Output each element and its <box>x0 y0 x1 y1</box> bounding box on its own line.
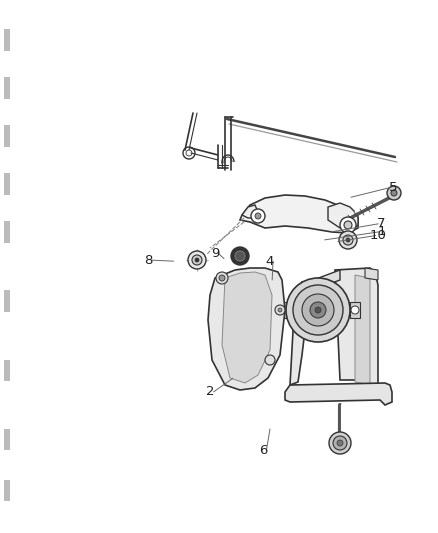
Circle shape <box>219 275 225 281</box>
Circle shape <box>343 221 351 229</box>
Text: 6: 6 <box>258 444 267 457</box>
Polygon shape <box>364 268 377 280</box>
Text: 9: 9 <box>210 247 219 260</box>
Circle shape <box>342 235 352 245</box>
Circle shape <box>265 355 274 365</box>
Polygon shape <box>290 282 307 385</box>
Circle shape <box>215 272 227 284</box>
Circle shape <box>336 440 342 446</box>
Circle shape <box>332 436 346 450</box>
Circle shape <box>309 302 325 318</box>
Circle shape <box>254 213 261 219</box>
Bar <box>4 173 10 195</box>
Circle shape <box>191 255 201 265</box>
Polygon shape <box>327 203 357 230</box>
Text: 2: 2 <box>206 385 215 398</box>
Circle shape <box>292 285 342 335</box>
Polygon shape <box>222 272 272 383</box>
Bar <box>4 125 10 147</box>
Text: 10: 10 <box>369 229 386 242</box>
Circle shape <box>251 209 265 223</box>
Circle shape <box>187 251 205 269</box>
Bar <box>4 77 10 99</box>
Polygon shape <box>284 383 391 405</box>
Text: 5: 5 <box>388 181 396 194</box>
Text: 8: 8 <box>144 254 152 266</box>
Circle shape <box>301 294 333 326</box>
Circle shape <box>339 217 355 233</box>
Bar <box>4 290 10 312</box>
Text: 1: 1 <box>377 225 385 238</box>
Bar <box>4 480 10 501</box>
Circle shape <box>345 238 349 242</box>
Circle shape <box>386 186 400 200</box>
Circle shape <box>338 231 356 249</box>
Circle shape <box>194 258 198 262</box>
Polygon shape <box>354 275 369 385</box>
Polygon shape <box>334 268 377 390</box>
Bar <box>4 429 10 450</box>
Circle shape <box>390 190 396 196</box>
Polygon shape <box>276 302 285 318</box>
Text: 4: 4 <box>265 255 274 268</box>
Circle shape <box>350 306 358 314</box>
Circle shape <box>328 432 350 454</box>
Circle shape <box>277 308 281 312</box>
Text: 7: 7 <box>376 217 385 230</box>
Circle shape <box>285 278 349 342</box>
Polygon shape <box>349 302 359 318</box>
Bar <box>4 29 10 51</box>
Polygon shape <box>241 205 258 218</box>
Polygon shape <box>240 195 357 233</box>
Bar <box>4 360 10 381</box>
Circle shape <box>276 306 284 314</box>
Circle shape <box>314 307 320 313</box>
Circle shape <box>234 251 244 261</box>
Bar <box>4 221 10 243</box>
Polygon shape <box>304 270 339 293</box>
Circle shape <box>274 305 284 315</box>
Polygon shape <box>208 268 284 390</box>
Circle shape <box>230 247 248 265</box>
